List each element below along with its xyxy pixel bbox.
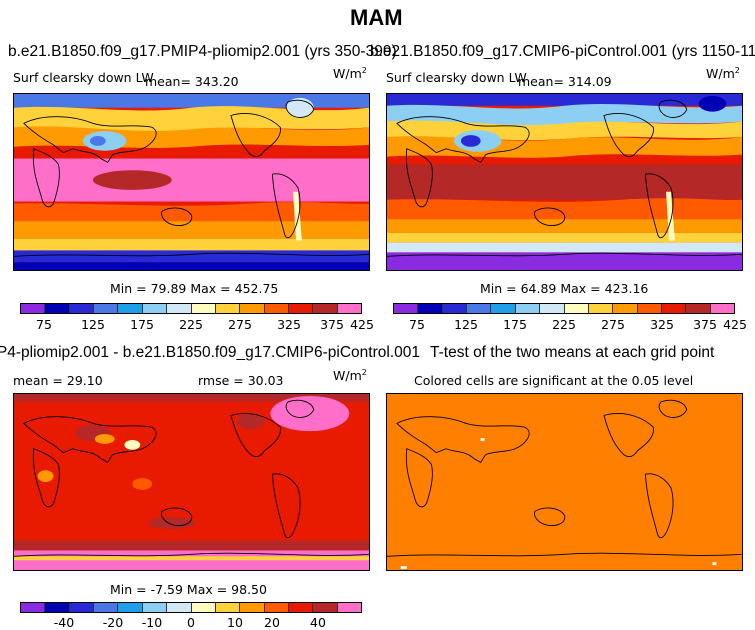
tick-label: 375	[320, 317, 344, 332]
antarctic-yellow-streak	[14, 556, 369, 561]
tropical-band	[387, 164, 742, 200]
tick-label: 275	[228, 317, 252, 332]
tick-label: 0	[187, 615, 195, 630]
dark-patch-1	[236, 413, 265, 430]
tick-label: 225	[179, 317, 203, 332]
coastlines	[387, 99, 742, 257]
plateau-core	[460, 135, 481, 147]
panel-title-top-right: b.e21.B1850.f09_g17.CMIP6-piControl.001 …	[370, 43, 755, 60]
tropical-band	[14, 158, 369, 202]
rmse-label-bottom-left: rmse = 30.03	[198, 373, 284, 388]
tick-label: 75	[36, 317, 52, 332]
antarctic-core	[14, 262, 369, 270]
tick-label: -10	[141, 615, 163, 630]
tropical-dark-patch	[92, 170, 172, 190]
antarctic-band	[387, 252, 742, 270]
colorbar-top-left	[20, 303, 362, 314]
tick-label: 275	[601, 317, 625, 332]
subtitle-bottom-right: Colored cells are significant at the 0.0…	[414, 373, 694, 388]
panel-title-bottom-right: T-test of the two means at each grid poi…	[430, 344, 715, 361]
map-top-left	[13, 93, 370, 271]
northern-cold-band	[387, 104, 742, 127]
northern-mid-band	[14, 106, 369, 133]
not-significant-cell	[400, 566, 407, 570]
tick-label: 125	[81, 317, 105, 332]
tick-label: 425	[350, 317, 374, 332]
tick-label: 375	[693, 317, 717, 332]
map-bottom-right	[386, 393, 743, 571]
plateau-core	[89, 136, 106, 146]
southern-cool-band	[14, 238, 369, 251]
tick-label: 175	[130, 317, 154, 332]
southern-cold-band	[387, 242, 742, 253]
map-top-right	[386, 93, 743, 271]
tick-label: 10	[227, 615, 243, 630]
stats-top-right: Min = 64.89 Max = 423.16	[480, 281, 649, 296]
mean-label-top-right: mean= 314.09	[518, 74, 612, 89]
tick-label: 75	[409, 317, 425, 332]
tick-label: 40	[310, 615, 326, 630]
southern-warm-band	[387, 219, 742, 233]
tick-label: 125	[454, 317, 478, 332]
colorbar-bottom-left	[20, 602, 362, 613]
significance-fill	[387, 394, 742, 570]
panel-title-top-left: b.e21.B1850.f09_g17.PMIP4-pliomip2.001 (…	[8, 43, 397, 60]
southern-dark-band	[14, 540, 369, 551]
mean-label-top-left: mean= 343.20	[145, 74, 239, 89]
coastlines	[387, 399, 742, 557]
southern-warm-band	[14, 221, 369, 239]
southern-mid-band	[387, 198, 742, 220]
asia-orange-patch	[94, 434, 115, 444]
tick-label: 325	[277, 317, 301, 332]
greenland-cold-spot	[698, 95, 727, 112]
tick-label: 425	[723, 317, 747, 332]
panel-title-bottom-left: b.e21.B1850.f09_g17.PMIP4-pliomip2.001 -…	[0, 344, 420, 361]
map-bottom-left	[13, 393, 370, 571]
tick-label: 20	[264, 615, 280, 630]
units-label-top-right: W/m2	[706, 66, 740, 82]
colorbar-top-right	[393, 303, 735, 314]
tick-label: -40	[53, 615, 75, 630]
greenland-cold-spot	[286, 97, 314, 118]
not-significant-cell	[480, 438, 485, 441]
figure-title: MAM	[350, 5, 403, 30]
asia-yellow-patch	[124, 439, 141, 450]
tick-label: 325	[650, 317, 674, 332]
coastlines	[14, 99, 369, 257]
stats-top-left: Min = 79.89 Max = 452.75	[110, 281, 279, 296]
southern-mid-band	[14, 202, 369, 222]
units-label-top-left: W/m2	[333, 66, 367, 82]
coastlines	[14, 399, 369, 557]
tick-label: 175	[503, 317, 527, 332]
tick-label: 225	[552, 317, 576, 332]
pacific-patch	[132, 478, 153, 490]
southern-cool-band	[387, 232, 742, 243]
colorbar-ticks-bottom-left: -40 -20 -10 0 10 20 40	[20, 615, 362, 630]
variable-label-top-left: Surf clearsky down LW	[13, 70, 154, 85]
arctic-band	[14, 394, 369, 402]
tick-label: -20	[102, 615, 124, 630]
variable-label-top-right: Surf clearsky down LW	[386, 70, 527, 85]
north-america-pink-patch	[270, 395, 350, 432]
units-label-bottom-left: W/m2	[333, 368, 367, 384]
africa-orange-patch	[37, 470, 54, 482]
colorbar-ticks-top-right: 75 125 175 225 275 325 375 425	[393, 317, 747, 332]
australia-dark-patch	[148, 517, 196, 529]
mean-label-bottom-left: mean = 29.10	[13, 373, 103, 388]
arctic-band	[14, 94, 369, 108]
colorbar-ticks-top-left: 75 125 175 225 275 325 375 425	[20, 317, 374, 332]
arctic-band	[387, 94, 742, 106]
stats-bottom-left: Min = -7.59 Max = 98.50	[110, 582, 267, 597]
not-significant-cell	[712, 562, 717, 566]
antarctic-band	[14, 250, 369, 263]
